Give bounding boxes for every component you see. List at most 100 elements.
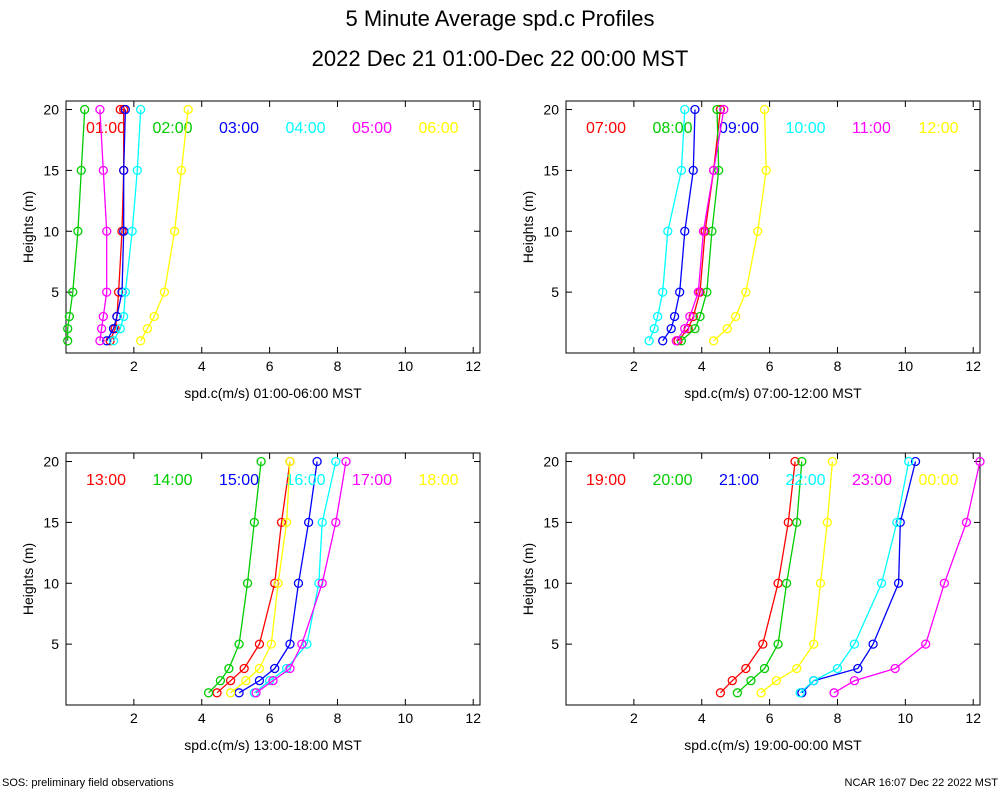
data-point (759, 663, 770, 674)
data-point (759, 104, 770, 115)
y-tick-label: 20 (43, 454, 59, 470)
legend-entry: 17:00 (352, 472, 392, 489)
data-point (239, 663, 249, 674)
data-point (685, 311, 695, 322)
data-point (758, 639, 768, 649)
data-point (303, 517, 314, 528)
data-point (64, 311, 75, 322)
data-point (102, 336, 112, 346)
data-point (829, 688, 839, 698)
data-point (790, 456, 800, 467)
data-point (270, 663, 280, 674)
series-line-0900 (662, 109, 696, 342)
y-tick-label: 10 (543, 223, 559, 239)
data-point (115, 324, 125, 334)
data-point (212, 688, 222, 698)
footer-timestamp: NCAR 16:07 Dec 22 2022 MST (844, 777, 998, 789)
data-point (254, 676, 265, 686)
data-point (663, 226, 673, 236)
x-tick-label: 12 (465, 358, 481, 374)
data-point (658, 287, 668, 297)
data-point (773, 639, 783, 649)
x-axis-label: spd.c(m/s) 07:00-12:00 MST (684, 385, 862, 401)
data-point (127, 226, 137, 236)
data-point (893, 578, 904, 588)
series-line-2000 (736, 461, 803, 694)
data-point (719, 104, 729, 115)
x-tick-label: 2 (130, 710, 138, 726)
series-line-1900 (719, 461, 796, 694)
data-point (98, 165, 108, 176)
x-tick-label: 12 (965, 358, 981, 374)
x-tick-label: 10 (898, 358, 914, 374)
y-tick-label: 5 (551, 636, 559, 652)
legend-entry: 16:00 (286, 472, 326, 489)
series-line-1000 (648, 109, 686, 342)
legend-entry: 23:00 (852, 472, 892, 489)
series-line-1100 (675, 109, 725, 342)
x-tick-label: 2 (630, 358, 638, 374)
x-tick-label: 6 (766, 710, 774, 726)
data-point (652, 311, 663, 322)
data-point (868, 639, 878, 649)
data-point (142, 324, 153, 334)
x-tick-label: 10 (898, 710, 914, 726)
data-point (690, 104, 700, 115)
data-point (254, 639, 265, 649)
data-point (690, 324, 700, 334)
data-point (732, 688, 743, 698)
series-line-0200 (67, 109, 86, 341)
y-axis-label: Heights (m) (520, 191, 536, 263)
data-point (120, 287, 131, 297)
series-line-2100 (801, 461, 917, 694)
series-line-1200 (713, 109, 767, 342)
data-point (203, 688, 214, 698)
data-point (815, 578, 826, 588)
legend-entry: 20:00 (653, 472, 693, 489)
data-point (136, 104, 146, 115)
data-point (98, 311, 108, 322)
x-tick-label: 4 (198, 358, 206, 374)
x-tick-label: 8 (334, 710, 342, 726)
y-axis-label: Heights (m) (20, 543, 36, 615)
data-point (698, 226, 709, 236)
legend-entry: 02:00 (153, 120, 193, 137)
data-point (671, 336, 681, 346)
data-point (853, 663, 863, 674)
data-point (961, 517, 972, 528)
data-point (727, 676, 737, 686)
data-point (756, 688, 766, 698)
y-tick-label: 10 (43, 223, 59, 239)
data-point (649, 324, 659, 334)
data-point (266, 639, 276, 649)
data-point (108, 336, 119, 346)
data-point (159, 287, 170, 297)
data-point (795, 688, 805, 698)
data-point (293, 578, 304, 588)
data-point (876, 578, 887, 588)
data-point (317, 578, 327, 588)
data-point (904, 456, 914, 467)
data-point (215, 676, 226, 686)
data-point (731, 311, 741, 322)
data-point (341, 456, 351, 467)
y-tick-label: 20 (543, 454, 559, 470)
x-tick-label: 6 (266, 710, 274, 726)
data-point (234, 639, 244, 649)
data-point (112, 311, 122, 322)
x-tick-label: 4 (698, 358, 706, 374)
data-point (251, 688, 261, 698)
data-point (285, 663, 295, 674)
data-point (102, 226, 112, 236)
data-point (658, 336, 668, 346)
x-tick-label: 4 (698, 710, 706, 726)
x-tick-label: 8 (834, 358, 842, 374)
data-point (96, 324, 107, 334)
x-tick-label: 10 (398, 358, 414, 374)
data-point (302, 639, 312, 649)
x-tick-label: 6 (766, 358, 774, 374)
data-point (892, 517, 902, 528)
data-point (809, 639, 819, 649)
data-point (183, 104, 193, 115)
